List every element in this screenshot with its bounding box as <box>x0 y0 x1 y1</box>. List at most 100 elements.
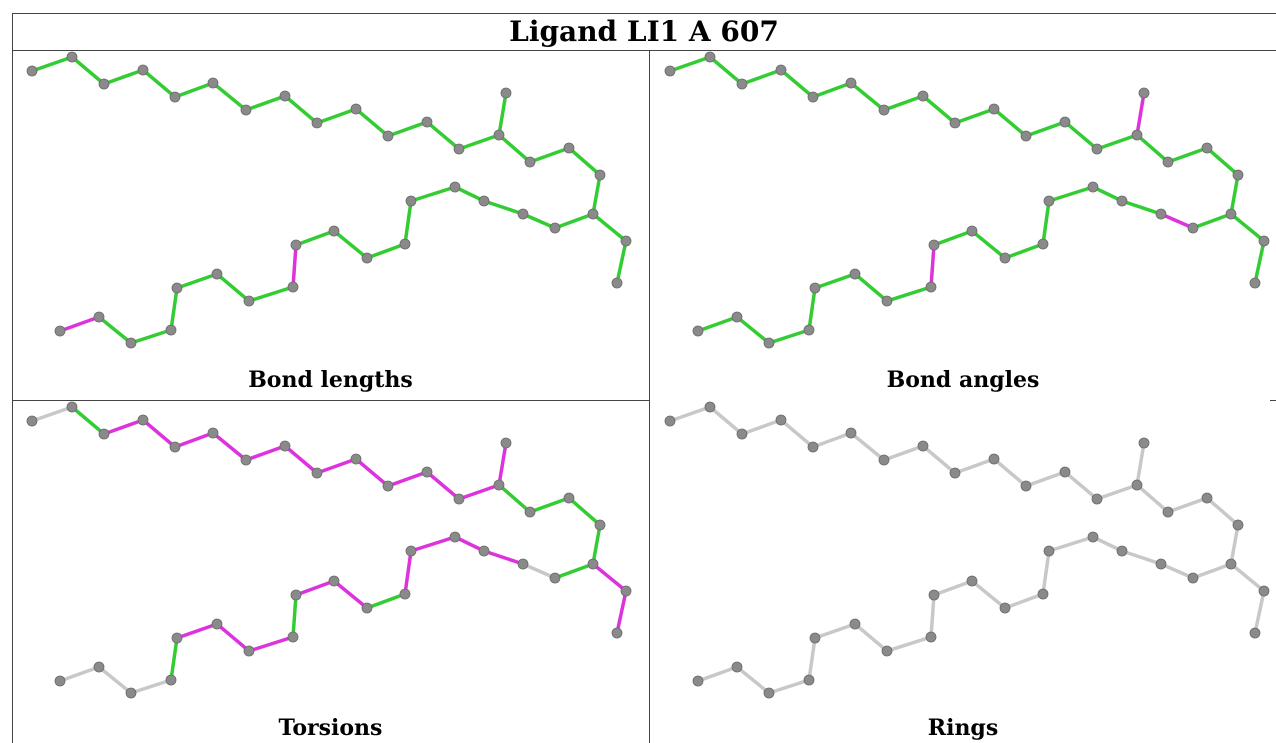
atom <box>736 428 748 440</box>
atom <box>328 225 340 237</box>
bond <box>1135 91 1146 137</box>
panel-divider-horizontal-right <box>633 400 650 401</box>
panel-divider-vertical <box>649 51 650 743</box>
atom <box>949 467 961 479</box>
atom <box>169 91 181 103</box>
atom <box>26 65 38 77</box>
atom <box>925 281 937 293</box>
atom <box>399 588 411 600</box>
atom <box>928 239 940 251</box>
atom <box>704 401 716 413</box>
caption-rings: Rings <box>927 715 999 741</box>
bond <box>175 622 219 640</box>
bond <box>929 593 936 639</box>
bond <box>553 562 595 580</box>
panel-rings: Rings <box>650 401 1276 743</box>
bond <box>1253 239 1266 285</box>
atom <box>1258 585 1270 597</box>
bond <box>1229 173 1240 216</box>
atom <box>1091 493 1103 505</box>
panel-bond-angles: Bond angles <box>650 51 1276 401</box>
atom <box>775 414 787 426</box>
atom <box>1091 143 1103 155</box>
caption-bond-lengths: Bond lengths <box>248 367 413 393</box>
caption-torsions: Torsions <box>278 715 383 741</box>
bond <box>591 523 602 566</box>
atom <box>137 64 149 76</box>
atom <box>1187 572 1199 584</box>
atom <box>165 324 177 336</box>
bond <box>102 68 145 86</box>
atom <box>125 337 137 349</box>
atom <box>279 440 291 452</box>
atom <box>211 268 223 280</box>
atom <box>1116 545 1128 557</box>
atom <box>849 618 861 630</box>
atom <box>1131 129 1143 141</box>
bond <box>386 120 429 138</box>
atom <box>350 103 362 115</box>
bond <box>521 562 557 580</box>
atom <box>809 282 821 294</box>
atom <box>1059 466 1071 478</box>
bond <box>921 444 957 475</box>
bond <box>767 328 811 345</box>
atom <box>399 238 411 250</box>
bond <box>953 457 996 475</box>
atom <box>171 632 183 644</box>
atom <box>966 575 978 587</box>
atom <box>453 143 465 155</box>
atom <box>500 437 512 449</box>
atom <box>881 645 893 657</box>
bond <box>1095 133 1139 151</box>
atom <box>731 311 743 323</box>
bond <box>497 441 508 487</box>
bond <box>332 579 369 610</box>
bond <box>175 272 219 290</box>
atom <box>587 208 599 220</box>
atom <box>93 661 105 673</box>
atom <box>925 631 937 643</box>
atom <box>763 337 775 349</box>
atom <box>917 90 929 102</box>
atom <box>165 674 177 686</box>
bond <box>244 444 287 462</box>
atom <box>421 116 433 128</box>
bond <box>169 286 179 332</box>
atom <box>1258 235 1270 247</box>
bond <box>1003 242 1045 260</box>
bond <box>567 146 602 177</box>
bond <box>354 107 390 138</box>
atom <box>524 156 536 168</box>
atom <box>563 142 575 154</box>
bond <box>70 55 106 86</box>
bond <box>425 120 461 151</box>
atom <box>620 235 632 247</box>
bond <box>708 55 744 86</box>
bond <box>291 243 298 289</box>
atom <box>287 631 299 643</box>
atom <box>54 325 66 337</box>
bond <box>953 107 996 125</box>
bond <box>332 229 369 260</box>
atom <box>493 479 505 491</box>
bond <box>813 622 857 640</box>
bond <box>409 185 457 203</box>
atom <box>775 64 787 76</box>
figure-title: Ligand LI1 A 607 <box>12 13 1276 51</box>
atom <box>704 51 716 63</box>
atom <box>311 117 323 129</box>
atom <box>93 311 105 323</box>
bond <box>1024 470 1067 488</box>
bond <box>30 55 74 73</box>
atom <box>807 91 819 103</box>
atom <box>98 428 110 440</box>
bond <box>58 315 101 333</box>
bond <box>1063 470 1099 501</box>
bond <box>668 55 712 73</box>
atom <box>1201 142 1213 154</box>
atom <box>1087 181 1099 193</box>
atom <box>125 687 137 699</box>
bond <box>992 107 1028 138</box>
bond <box>354 457 390 488</box>
